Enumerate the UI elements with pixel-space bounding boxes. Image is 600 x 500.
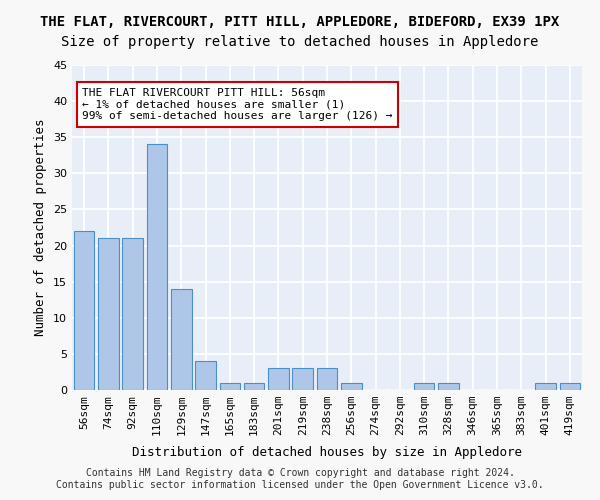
Bar — [146, 144, 167, 390]
Text: THE FLAT, RIVERCOURT, PITT HILL, APPLEDORE, BIDEFORD, EX39 1PX: THE FLAT, RIVERCOURT, PITT HILL, APPLEDO… — [40, 15, 560, 29]
Bar — [317, 368, 337, 390]
Y-axis label: Number of detached properties: Number of detached properties — [34, 118, 47, 336]
Bar — [341, 383, 362, 390]
Text: THE FLAT RIVERCOURT PITT HILL: 56sqm
← 1% of detached houses are smaller (1)
99%: THE FLAT RIVERCOURT PITT HILL: 56sqm ← 1… — [82, 88, 392, 121]
Bar — [560, 383, 580, 390]
Bar — [171, 289, 191, 390]
Text: Contains HM Land Registry data © Crown copyright and database right 2024.
Contai: Contains HM Land Registry data © Crown c… — [56, 468, 544, 490]
Bar — [122, 238, 143, 390]
Bar — [268, 368, 289, 390]
Bar — [195, 361, 216, 390]
Bar — [438, 383, 459, 390]
Bar — [414, 383, 434, 390]
Bar — [220, 383, 240, 390]
X-axis label: Distribution of detached houses by size in Appledore: Distribution of detached houses by size … — [132, 446, 522, 460]
Text: Size of property relative to detached houses in Appledore: Size of property relative to detached ho… — [61, 35, 539, 49]
Bar — [244, 383, 265, 390]
Bar — [74, 231, 94, 390]
Bar — [535, 383, 556, 390]
Bar — [98, 238, 119, 390]
Bar — [292, 368, 313, 390]
